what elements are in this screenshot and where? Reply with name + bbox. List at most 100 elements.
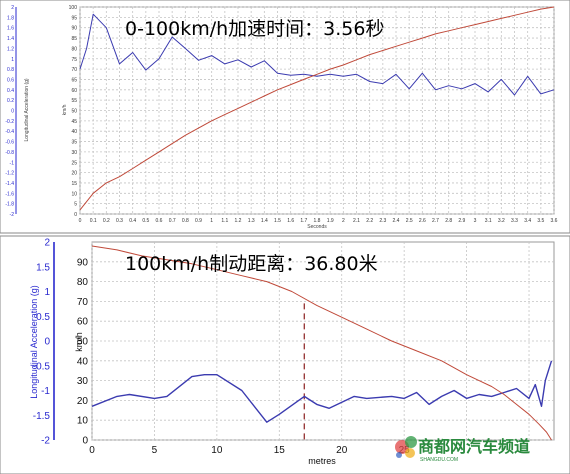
braking-grid <box>91 242 554 441</box>
right-axis-tick-label: 30 <box>71 150 77 156</box>
acceleration-right-axis-ticks: 1009590858075706560555045403530252015105… <box>69 5 78 218</box>
right-axis-tick-label: 55 <box>71 98 77 104</box>
left-axis-tick-label: 0.5 <box>36 312 50 323</box>
acceleration-chart-title: 0-100km/h加速时间：3.56秒 <box>125 18 384 40</box>
right-axis-tick-label: 50 <box>71 109 77 115</box>
x-tick-label: 1.5 <box>274 218 281 224</box>
acceleration-right-axis-title: km/h <box>62 104 68 115</box>
x-tick-label: 0.2 <box>103 218 110 224</box>
braking-left-axis-ticks: 2 1.5 1 0.5 0 -0.5 -1 -1.5 -2 <box>33 238 51 447</box>
x-tick-label: 3 <box>474 218 477 224</box>
x-tick-label: 5 <box>152 445 158 456</box>
x-tick-label: 3.6 <box>551 218 558 224</box>
x-tick-label: 0 <box>89 445 95 456</box>
speed-series-line <box>79 6 555 211</box>
left-axis-tick-label: 1.2 <box>7 46 14 52</box>
right-axis-tick-label: 35 <box>71 140 77 146</box>
left-axis-tick-label: 1.5 <box>36 262 50 273</box>
left-axis-tick-label: 1 <box>44 287 50 298</box>
left-axis-tick-label: 1.4 <box>7 36 14 42</box>
braking-chart-title: 100km/h制动距离：36.80米 <box>125 253 378 275</box>
acceleration-chart: 2 1.8 1.6 1.4 1.2 1 0.8 0.6 0.4 0.2 0 -0.2 -0.4 -0.6 -… <box>0 0 570 234</box>
x-tick-label: 10 <box>211 445 223 456</box>
left-axis-tick-label: -1.6 <box>5 191 14 197</box>
left-axis-tick-label: -0.4 <box>5 129 14 135</box>
left-axis-tick-label: -1.4 <box>5 181 14 187</box>
x-tick-label: 15 <box>274 445 286 456</box>
x-tick-label: 20 <box>336 445 348 456</box>
right-axis-tick-label: 90 <box>71 26 77 32</box>
x-tick-label: 2.6 <box>419 218 426 224</box>
right-axis-tick-label: 85 <box>71 36 77 42</box>
braking-acceleration-series-line <box>91 360 553 423</box>
x-tick-label: 1.8 <box>314 218 321 224</box>
acceleration-g-series-line <box>79 13 555 96</box>
x-tick-label: 1.7 <box>300 218 307 224</box>
left-axis-tick-label: 0.4 <box>7 88 14 94</box>
left-axis-tick-label: -1 <box>10 160 15 166</box>
x-tick-label: 1.2 <box>235 218 242 224</box>
left-axis-tick-label: -1.5 <box>33 411 51 422</box>
x-tick-label: 1.1 <box>221 218 228 224</box>
left-axis-tick-label: 1.6 <box>7 26 14 32</box>
x-tick-label: 2.5 <box>406 218 413 224</box>
right-axis-tick-label: 0 <box>82 436 88 447</box>
x-tick-label: 0.5 <box>142 218 149 224</box>
right-axis-tick-label: 5 <box>74 202 77 208</box>
right-axis-tick-label: 0 <box>74 212 77 218</box>
x-tick-label: 2.9 <box>458 218 465 224</box>
left-axis-tick-label: -2 <box>41 436 50 447</box>
x-tick-label: 0.3 <box>116 218 123 224</box>
site-watermark: 商都网汽车频道 SHANGDU.COM <box>395 436 530 463</box>
right-axis-tick-label: 60 <box>71 88 77 94</box>
x-tick-label: 2.2 <box>366 218 373 224</box>
right-axis-tick-label: 65 <box>71 77 77 83</box>
left-axis-tick-label: -2 <box>10 212 15 218</box>
x-tick-label: 1.9 <box>327 218 334 224</box>
x-tick-label: 0.6 <box>156 218 163 224</box>
x-tick-label: 0.7 <box>169 218 176 224</box>
x-tick-label: 3.1 <box>485 218 492 224</box>
left-axis-tick-label: -1.2 <box>5 171 14 177</box>
x-tick-label: 0.4 <box>129 218 136 224</box>
left-axis-tick-label: 1.8 <box>7 15 14 21</box>
left-axis-tick-label: 0.8 <box>7 67 14 73</box>
braking-left-axis-title: Longitudinal Acceleration (g) <box>29 285 39 399</box>
x-tick-label: 2.4 <box>393 218 400 224</box>
x-tick-label: 2.1 <box>353 218 360 224</box>
right-axis-tick-label: 95 <box>71 15 77 21</box>
right-axis-tick-label: 90 <box>77 257 89 268</box>
x-tick-label: 1.4 <box>261 218 268 224</box>
right-axis-tick-label: 45 <box>71 119 77 125</box>
left-axis-tick-label: -0.2 <box>5 119 14 125</box>
right-axis-tick-label: 30 <box>77 376 89 387</box>
right-axis-tick-label: 40 <box>77 356 89 367</box>
left-axis-tick-label: 0 <box>44 337 50 348</box>
watermark-logo-icon <box>395 436 417 458</box>
x-tick-label: 0.1 <box>90 218 97 224</box>
x-tick-label: 1.3 <box>248 218 255 224</box>
right-axis-tick-label: 20 <box>77 396 89 407</box>
acceleration-x-axis-title: Seconds <box>307 224 327 230</box>
braking-series <box>91 245 553 441</box>
braking-right-axis-title: km/h <box>74 332 84 352</box>
acceleration-series <box>79 6 555 211</box>
left-axis-tick-label: 0 <box>11 109 14 115</box>
left-axis-tick-label: 2 <box>11 5 14 11</box>
left-axis-tick-label: 0.2 <box>7 98 14 104</box>
x-tick-label: 0.9 <box>195 218 202 224</box>
right-axis-tick-label: 10 <box>77 416 89 427</box>
watermark-text: 商都网汽车频道 <box>418 437 530 456</box>
acceleration-x-axis-ticks: 0 0.1 0.2 0.3 0.4 0.5 0.6 0.7 0.8 0.9 1 1.1 1.2 1.3 1.… <box>79 218 558 224</box>
braking-x-axis-title: metres <box>308 456 336 466</box>
acceleration-left-axis-ticks: 2 1.8 1.6 1.4 1.2 1 0.8 0.6 0.4 0.2 0 -0.2 -0.4 -0.6 -… <box>5 5 17 218</box>
left-axis-tick-label: 2 <box>44 238 50 249</box>
watermark-sub-text: SHANGDU.COM <box>420 457 458 463</box>
left-axis-tick-label: -0.6 <box>5 140 14 146</box>
left-axis-tick-label: -0.8 <box>5 150 14 156</box>
braking-right-axis-ticks: 90 80 70 60 50 40 30 20 10 0 <box>77 257 89 446</box>
acceleration-left-axis-title: Longitudinal Acceleration (g) <box>24 78 30 141</box>
right-axis-tick-label: 70 <box>71 67 77 73</box>
left-axis-tick-label: -1 <box>41 386 50 397</box>
